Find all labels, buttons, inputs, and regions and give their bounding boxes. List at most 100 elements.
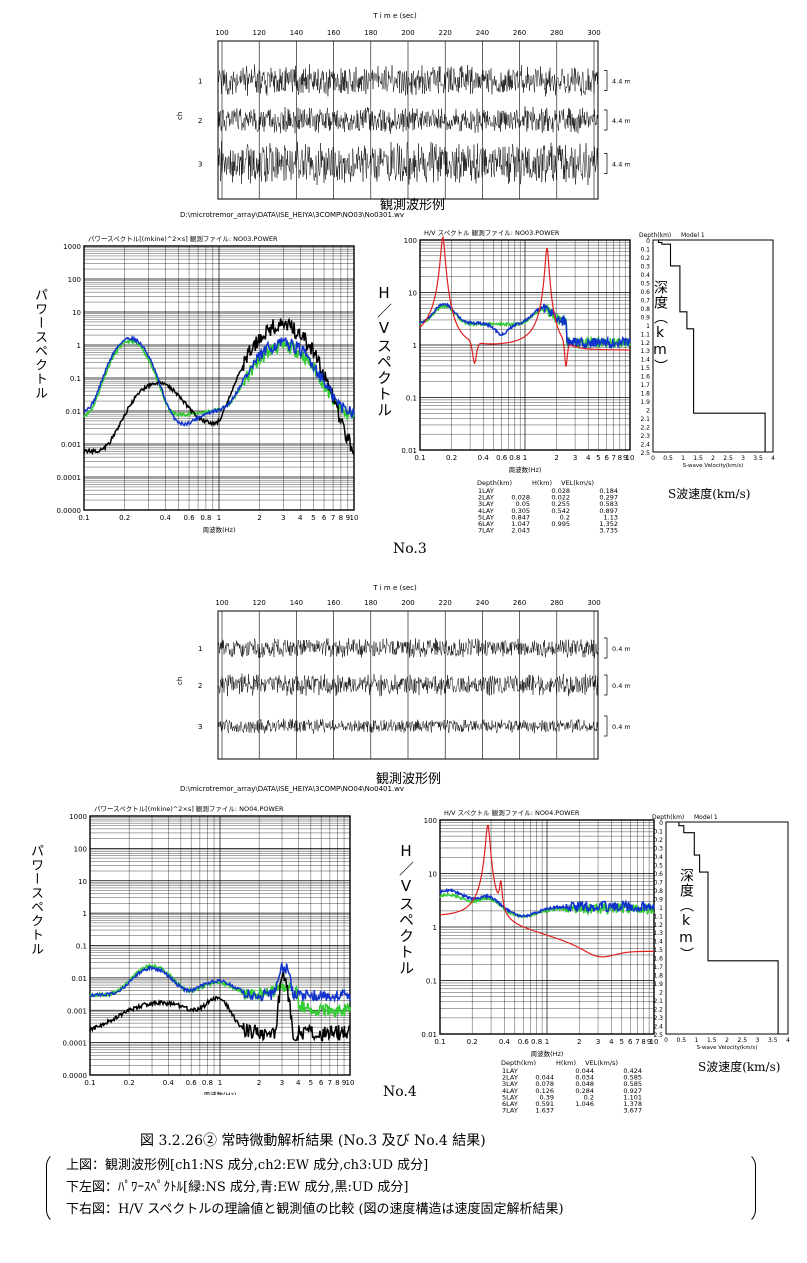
velocity-model-chart-no3: Depth(km) Model 100.10.20.30.40.50.60.70.… [639,232,775,469]
table-cell-h: 0.2 [584,1093,594,1101]
table-row-name: 4LAY [478,507,494,515]
x-tick-label: 6 [628,1038,633,1046]
table-cell-depth: 0.126 [535,1087,554,1095]
velocity-tick-label: 4 [771,455,775,462]
table-cell-vel: 1.352 [599,520,618,528]
x-tick-label: 5 [596,454,600,462]
x-tick-label: 0.4 [160,514,172,522]
depth-tick-label: 2.5 [640,450,650,457]
depth-tick-label: 0.2 [640,255,650,262]
time-tick-label: 140 [290,599,303,607]
x-tick-label: 2 [257,1079,261,1087]
x-tick-label: 0.6 [186,1079,198,1087]
table-row-name: 5LAY [478,513,494,521]
x-tick-label: 7 [635,1038,639,1046]
waveform-panel-no4: T i m e (sec) 100 120 140 160 180 200 220 240 26… [176,584,630,760]
depth-tick-label: 0 [646,238,650,245]
channel-label: 2 [198,682,202,690]
time-tick-label: 240 [476,599,489,607]
plot-frame [83,245,355,511]
x-tick-label: 0.8 [202,1079,213,1087]
table-cell-depth: 0.591 [535,1100,554,1108]
model-header-right: Model 1 [694,814,718,821]
amplitude-bracket [604,715,608,737]
table-row-name: 7LAY [502,1107,518,1115]
file-path: D:\microtremor_array\DATA\ISE_HEIYA\3COM… [180,211,405,219]
depth-tick-label: 2.3 [653,1015,663,1022]
x-tick-label: 6 [322,514,327,522]
depth-tick-label: 1.3 [640,348,650,355]
x-tick-label: 10 [350,514,359,522]
x-tick-label: 3 [280,1079,284,1087]
depth-tick-label: 1.2 [640,340,650,347]
table-cell-vel: 0.585 [623,1080,642,1088]
depth-tick-label: 1.7 [640,382,650,389]
amplitude-label: 4.4 mkine [612,117,630,125]
depth-tick-label: 0.4 [640,272,650,279]
table-cell-depth: 0.05 [516,500,530,508]
x-tick-label: 6 [319,1079,324,1087]
depth-tick-label: 0.8 [653,888,663,895]
table-cell-h: 0.542 [551,507,570,515]
velocity-tick-label: 4 [786,1037,790,1044]
x-axis-label: 周波数(Hz) [509,465,542,474]
depth-tick-label: 1 [646,323,650,330]
table-cell-vel: 1.101 [623,1093,642,1101]
depth-tick-label: 0 [659,820,663,827]
time-tick-label: 200 [401,599,414,607]
time-axis-ticks: 100 120 140 160 180 200 220 240 260 280 300 [215,599,600,607]
x-tick-label: 8 [339,514,343,522]
time-axis-ticks: 100 120 140 160 180 200 220 240 260 280 300 [215,29,600,37]
depth-tick-label: 2 [659,990,663,997]
plot-header: H/V スペクトル 観測ファイル: NO04.POWER [444,808,580,817]
channel-label: 3 [198,723,202,731]
table-row-name: 1LAY [478,487,494,495]
depth-tick-label: 0.6 [653,871,663,878]
x-tick-label: 1 [218,1079,222,1087]
depth-label: 深度（km） [652,280,668,374]
x-tick-label: 8 [641,1038,645,1046]
grid [89,816,350,1076]
hv-spectrum-chart-no3: 0.1 0.2 0.4 0.6 0.8 1 2 3 4 5 6 7 8 9101001010.10.01周… [401,228,634,474]
y-tick-label: 0.0000 [63,1072,88,1080]
ns-hv-curve [439,892,655,919]
x-tick-label: 1 [545,1038,549,1046]
y-tick-label: 1000 [69,813,87,821]
depth-tick-label: 0.5 [640,280,650,287]
channel-trace [217,106,599,134]
plot-header: H/V スペクトル 観測ファイル: NO03.POWER [424,228,560,237]
time-tick-label: 280 [550,29,563,37]
time-tick-label: 140 [290,29,303,37]
y-tick-label: 100 [68,276,81,284]
x-tick-label: 10 [650,1038,659,1046]
grid [439,820,654,1035]
velocity-tick-label: 2 [725,1037,729,1044]
table-cell-vel: 1.13 [604,513,618,521]
depth-tick-label: 0.8 [640,306,650,313]
x-tick-label: 0.6 [183,514,195,522]
time-tick-label: 100 [215,29,228,37]
y-tick-label: 0.001 [61,441,81,449]
depth-tick-label: 1.5 [640,365,650,372]
ns-power-curve [83,337,355,421]
x-tick-label: 0.2 [119,514,130,522]
depth-tick-label: 1.6 [640,374,650,381]
time-tick-label: 120 [253,599,266,607]
depth-tick-label: 0.3 [653,845,663,852]
channel-axis-label: ch [176,112,184,120]
x-tick-label: 0.2 [446,454,457,462]
depth-tick-label: 1.4 [653,939,663,946]
table-cell-vel: 1.378 [623,1100,642,1108]
time-tick-label: 220 [439,599,452,607]
depth-tick-label: 1.5 [653,947,663,954]
velocity-profile-line [666,821,779,1034]
x-tick-label: 7 [331,514,335,522]
hv-ylabel: H／Vスペクトル [397,842,415,976]
plot-frame [89,815,351,1076]
x-tick-label: 7 [612,454,616,462]
x-tick-label: 0.6 [518,1038,530,1046]
depth-tick-label: 0.6 [640,289,650,296]
x-tick-label: 0.4 [163,1079,175,1087]
x-tick-label: 7 [328,1079,332,1087]
channel-axis-label: ch [176,677,184,685]
